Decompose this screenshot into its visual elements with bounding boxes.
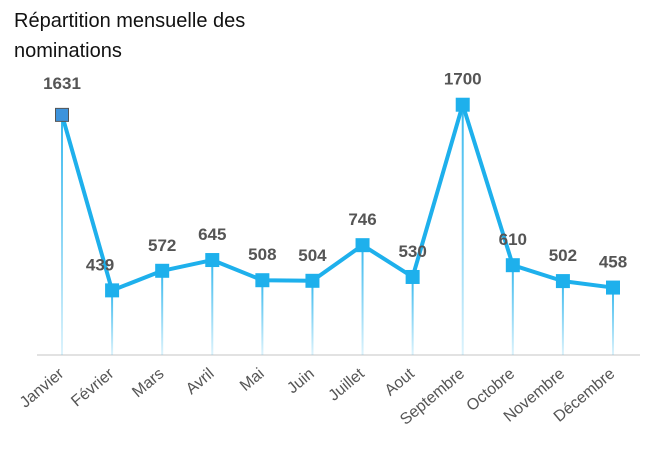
chart-title: Répartition mensuelle des nominations (14, 10, 246, 62)
drop-line (161, 270, 164, 355)
marker (155, 263, 170, 278)
x-tick-label: Avril (183, 365, 218, 398)
marker (405, 269, 420, 284)
data-label: 530 (398, 242, 426, 261)
data-label: 504 (298, 246, 327, 265)
drop-line (311, 280, 314, 355)
drop-line (211, 260, 214, 355)
data-label: 645 (198, 225, 226, 244)
x-tick-label: Février (68, 365, 118, 410)
marker (255, 273, 270, 288)
drop-line (612, 287, 614, 355)
data-label: 746 (348, 210, 376, 229)
drop-line (61, 114, 63, 355)
drop-line (511, 265, 514, 355)
drop-line (561, 281, 564, 355)
data-label: 610 (499, 230, 527, 249)
data-label: 1700 (444, 70, 482, 89)
marker (105, 283, 120, 298)
x-tick-label: Janvier (17, 365, 68, 412)
data-label: 439 (86, 255, 114, 274)
drop-line (411, 276, 414, 355)
drop-line (111, 290, 114, 355)
data-label: 572 (148, 236, 176, 255)
marker (455, 97, 470, 112)
drop-line (361, 245, 364, 355)
marker (606, 280, 620, 295)
x-tick-label: Aout (382, 365, 419, 400)
data-label: 458 (599, 253, 627, 272)
x-tick-label: Juin (284, 365, 317, 397)
data-label: 502 (549, 246, 577, 265)
marker (555, 274, 570, 289)
marker (305, 273, 320, 288)
line (60, 102, 614, 293)
data-label: 508 (248, 245, 276, 264)
x-tick-label: Mars (129, 365, 167, 401)
x-tick-label: Juillet (326, 365, 369, 405)
marker (205, 253, 220, 268)
marker (505, 258, 520, 273)
marker (355, 238, 370, 253)
drop-line (261, 280, 264, 355)
drop-line (461, 104, 464, 355)
marker (55, 107, 69, 122)
data-label: 1631 (43, 74, 81, 93)
x-tick-label: Mai (237, 365, 268, 395)
